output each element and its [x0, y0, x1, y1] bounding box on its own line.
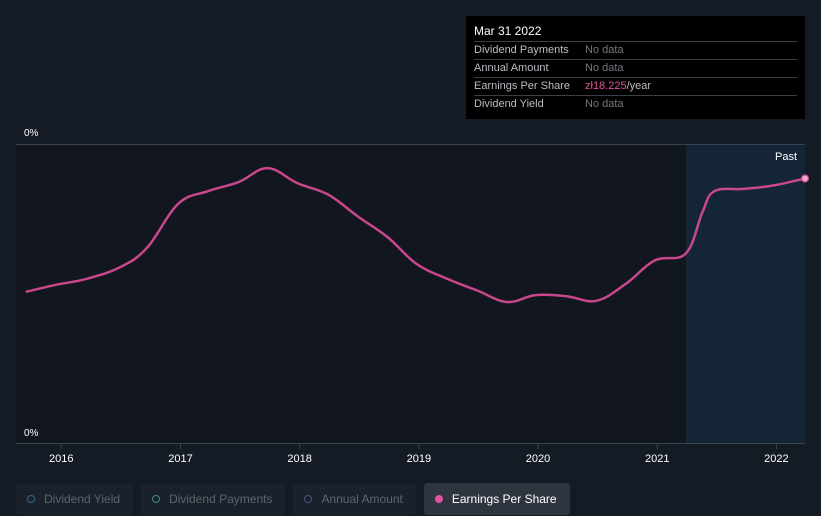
legend-label: Dividend Yield	[44, 492, 121, 506]
y-top-label: 0%	[24, 128, 39, 139]
legend-dot-icon	[27, 495, 35, 503]
legend-dot-icon	[152, 495, 161, 503]
x-tick-label: 2016	[49, 453, 73, 465]
legend-label: Earnings Per Share	[451, 492, 557, 506]
tooltip-row-dividend-yield: Dividend Yield No data	[474, 96, 797, 113]
tooltip-value: No data	[585, 44, 624, 56]
tooltip-row-dividend-payments: Dividend Payments No data	[474, 42, 797, 60]
y-bottom-label: 0%	[24, 428, 39, 439]
x-tick-label: 2020	[526, 453, 550, 465]
x-tick-label: 2021	[645, 453, 669, 465]
tooltip-value: zł18.225/year	[585, 78, 651, 95]
legend-earnings-per-share[interactable]: Earnings Per Share	[423, 483, 570, 515]
plot-background	[16, 145, 688, 444]
tooltip-label: Annual Amount	[474, 62, 549, 74]
tooltip-value: No data	[585, 98, 624, 110]
tooltip-row-earnings-per-share: Earnings Per Share zł18.225/year	[474, 78, 797, 96]
x-tick-label: 2022	[764, 453, 788, 465]
chart-legend: Dividend Yield Dividend Payments Annual …	[16, 483, 570, 515]
tooltip-label: Dividend Payments	[474, 44, 569, 56]
eps-end-point[interactable]	[800, 174, 810, 183]
past-label: Past	[775, 151, 797, 163]
eps-unit: /year	[626, 80, 652, 92]
tooltip-label: Dividend Yield	[474, 98, 544, 110]
legend-label: Annual Amount	[321, 492, 403, 506]
legend-dot-icon	[304, 495, 313, 503]
legend-label: Dividend Payments	[169, 492, 273, 506]
legend-annual-amount[interactable]: Annual Amount	[293, 483, 416, 515]
tooltip-row-annual-amount: Annual Amount No data	[474, 60, 797, 78]
x-tick-label: 2019	[407, 453, 431, 465]
x-tick-label: 2018	[287, 453, 311, 465]
past-region	[685, 145, 805, 444]
data-tooltip: Mar 31 2022 Dividend Payments No data An…	[466, 16, 805, 119]
legend-dot-icon	[434, 495, 443, 503]
legend-dividend-yield[interactable]: Dividend Yield	[16, 483, 134, 515]
x-tick-label: 2017	[168, 453, 192, 465]
eps-value: zł18.225	[585, 80, 627, 92]
tooltip-value: No data	[585, 62, 624, 74]
legend-dividend-payments[interactable]: Dividend Payments	[141, 483, 286, 515]
tooltip-label: Earnings Per Share	[474, 80, 570, 92]
tooltip-date: Mar 31 2022	[474, 24, 797, 42]
eps-series-line	[25, 166, 807, 304]
